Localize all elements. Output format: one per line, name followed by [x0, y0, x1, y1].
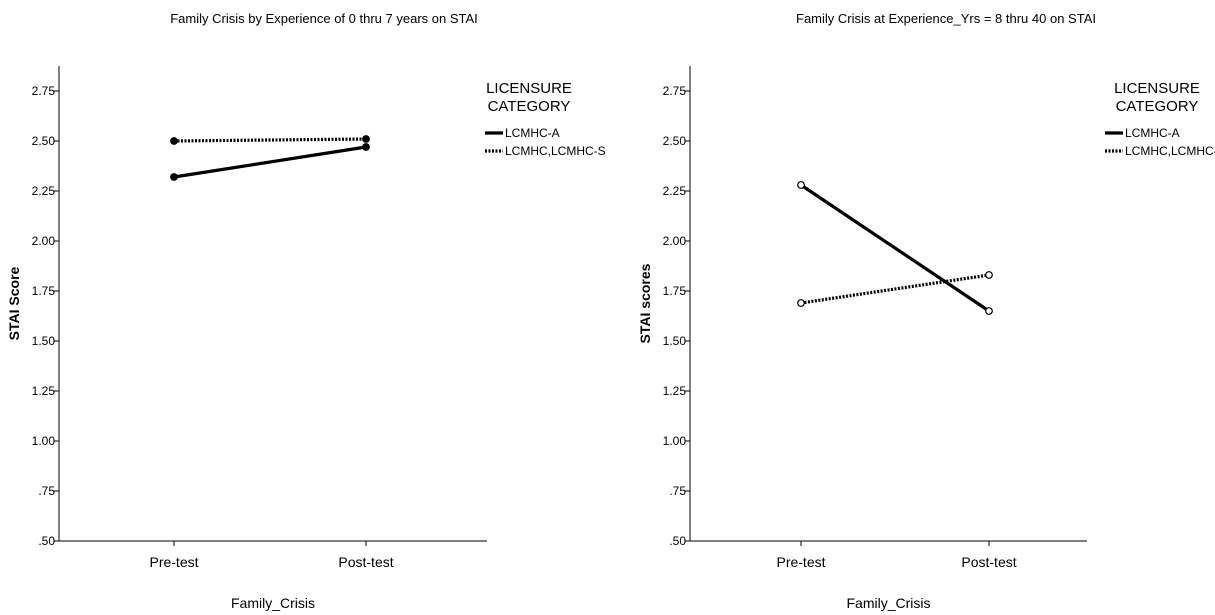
data-point	[985, 271, 993, 279]
x-axis-label: Family_Crisis	[231, 595, 315, 611]
y-tick-label: 1.75	[663, 284, 687, 298]
chart-panel-1: Family Crisis by Experience of 0 thru 7 …	[6, 11, 606, 611]
y-tick-label: 1.25	[32, 384, 56, 398]
y-tick-label: .50	[669, 534, 686, 548]
legend-title-line2: CATEGORY	[488, 98, 571, 115]
data-point	[797, 181, 805, 189]
y-tick-label: 1.00	[663, 434, 687, 448]
y-tick-label: 1.75	[32, 284, 56, 298]
data-point	[362, 135, 370, 143]
y-tick-label: 2.50	[32, 134, 56, 148]
y-tick-label: 1.00	[32, 434, 56, 448]
y-tick-label: 2.25	[32, 184, 56, 198]
y-tick-label: 2.75	[663, 84, 687, 98]
chart-title: Family Crisis by Experience of 0 thru 7 …	[170, 11, 478, 26]
series-line-1	[173, 145, 367, 179]
x-axis-label: Family_Crisis	[847, 595, 931, 611]
legend-title-line1: LICENSURE	[1114, 80, 1200, 97]
data-point	[985, 307, 993, 315]
legend-title-line2: CATEGORY	[1116, 98, 1199, 115]
data-point	[170, 137, 178, 145]
y-axis-label: STAI scores	[637, 263, 653, 343]
legend-label: LCMHC-A	[1125, 126, 1180, 140]
x-tick-label: Pre-test	[149, 554, 198, 570]
y-tick-label: 2.75	[32, 84, 56, 98]
data-point	[797, 299, 805, 307]
data-point	[170, 173, 178, 181]
x-tick-label: Post-test	[338, 554, 393, 570]
y-tick-label: 2.00	[663, 234, 687, 248]
y-tick-label: 1.50	[663, 334, 687, 348]
x-tick-label: Pre-test	[776, 554, 825, 570]
y-tick-label: .75	[38, 484, 55, 498]
y-tick-label: 2.50	[663, 134, 687, 148]
chart-panel-2: Family Crisis at Experience_Yrs = 8 thru…	[637, 11, 1215, 611]
series-line-1	[800, 183, 990, 313]
y-tick-label: 2.00	[32, 234, 56, 248]
series-line-2	[800, 273, 990, 305]
y-tick-label: .50	[38, 534, 55, 548]
series-line-2	[173, 137, 367, 143]
x-tick-label: Post-test	[961, 554, 1016, 570]
data-point	[362, 143, 370, 151]
legend-label: LCMHC,LCMHC-S	[505, 144, 606, 158]
y-tick-label: 1.50	[32, 334, 56, 348]
y-axis-label: STAI Score	[6, 266, 22, 340]
y-tick-label: 2.25	[663, 184, 687, 198]
chart-title: Family Crisis at Experience_Yrs = 8 thru…	[796, 11, 1096, 26]
y-tick-label: 1.25	[663, 384, 687, 398]
y-tick-label: .75	[669, 484, 686, 498]
legend-label: LCMHC,LCMHC-S	[1125, 144, 1215, 158]
legend-label: LCMHC-A	[505, 126, 560, 140]
legend-title-line1: LICENSURE	[486, 80, 572, 97]
